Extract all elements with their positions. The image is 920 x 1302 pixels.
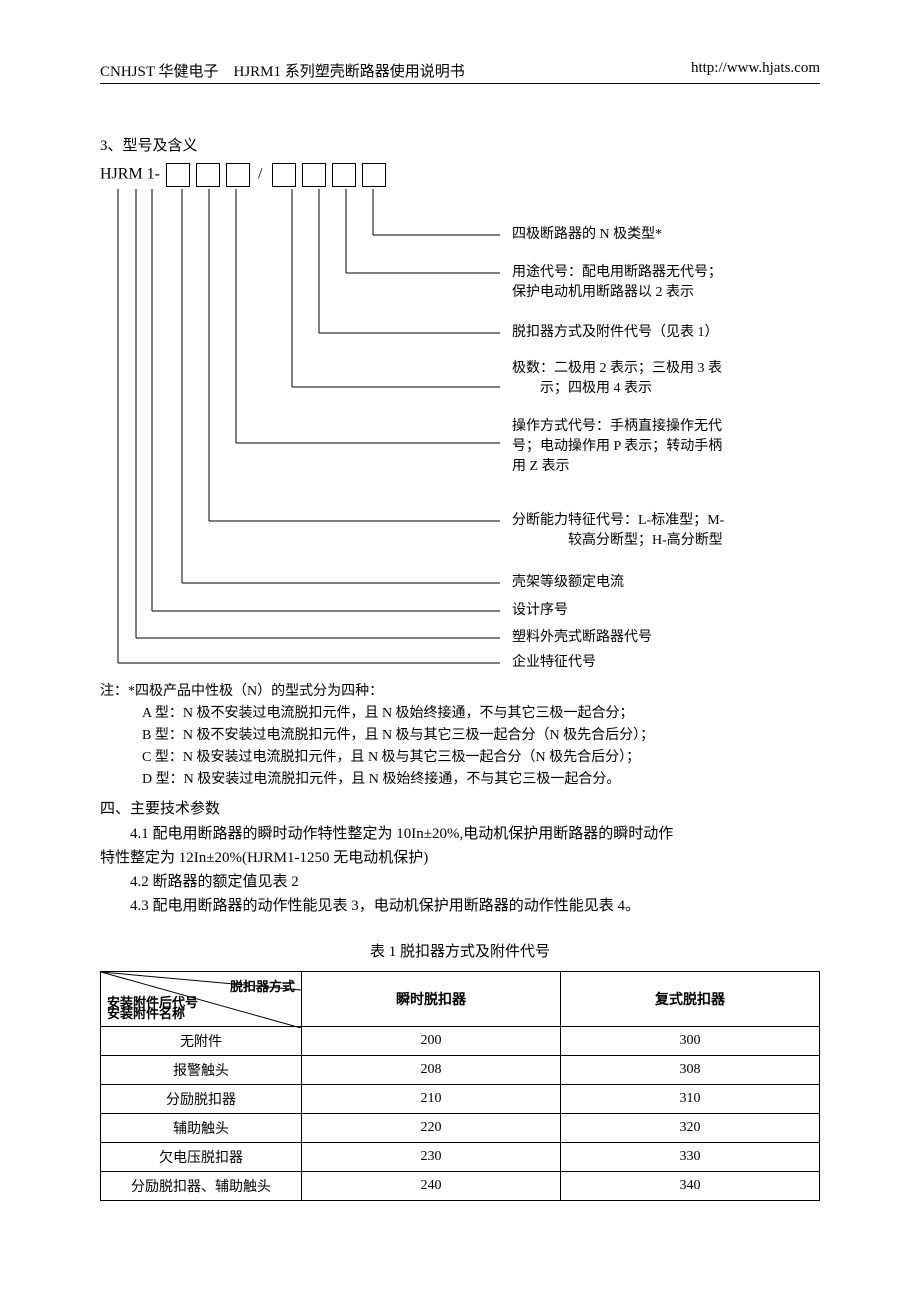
section-4-title: 四、主要技术参数 [100, 797, 820, 818]
note-a: A 型：N 极不安装过电流脱扣元件，且 N 极始终接通，不与其它三极一起合分； [100, 703, 820, 725]
diag-label-9: 塑料外壳式断路器代号 [512, 628, 802, 648]
row-c2: 230 [302, 1143, 561, 1172]
row-c3: 320 [561, 1114, 820, 1143]
section-3-title: 3、型号及含义 [100, 134, 820, 155]
table-row: 欠电压脱扣器 230 330 [101, 1143, 820, 1172]
diag-label-8: 设计序号 [512, 601, 802, 621]
diag-label-1: 四极断路器的 N 极类型* [512, 225, 802, 245]
row-c2: 200 [302, 1027, 561, 1056]
table1-col2: 瞬时脱扣器 [302, 972, 561, 1027]
row-name: 无附件 [101, 1027, 302, 1056]
header-left: CNHJST 华健电子 HJRM1 系列塑壳断路器使用说明书 [100, 60, 465, 81]
note-b: B 型：N 极不安装过电流脱扣元件，且 N 极与其它三极一起合分（N 极先合后分… [100, 725, 820, 747]
row-c3: 308 [561, 1056, 820, 1085]
diag-label-6: 分断能力特征代号：L-标准型；M- 较高分断型；H-高分断型 [512, 511, 802, 551]
note-c: C 型：N 极安装过电流脱扣元件，且 N 极与其它三极一起合分（N 极先合后分）… [100, 747, 820, 769]
note-head: 注：*四极产品中性极（N）的型式分为四种： [100, 681, 820, 703]
diag-label-10: 企业特征代号 [512, 653, 802, 673]
table1-corner: 脱扣器方式 安装附件后代号 安装附件名称 [101, 972, 302, 1027]
table-row: 无附件 200 300 [101, 1027, 820, 1056]
row-c3: 330 [561, 1143, 820, 1172]
row-name: 分励脱扣器、辅助触头 [101, 1172, 302, 1201]
row-name: 分励脱扣器 [101, 1085, 302, 1114]
diag-label-4: 极数：二极用 2 表示；三极用 3 表 示；四极用 4 表示 [512, 359, 802, 399]
header-right: http://www.hjats.com [691, 60, 820, 81]
row-c3: 340 [561, 1172, 820, 1201]
row-name: 欠电压脱扣器 [101, 1143, 302, 1172]
diag-label-3: 脱扣器方式及附件代号（见表 1） [512, 323, 802, 343]
row-c3: 300 [561, 1027, 820, 1056]
page-header: CNHJST 华健电子 HJRM1 系列塑壳断路器使用说明书 http://ww… [100, 60, 820, 84]
para-4-1a: 4.1 配电用断路器的瞬时动作特性整定为 10In±20%,电动机保护用断路器的… [100, 822, 820, 846]
row-c2: 220 [302, 1114, 561, 1143]
para-4-1b: 特性整定为 12In±20%(HJRM1-1250 无电动机保护) [100, 846, 820, 870]
row-name: 辅助触头 [101, 1114, 302, 1143]
table1-title: 表 1 脱扣器方式及附件代号 [100, 940, 820, 961]
table-row: 报警触头 208 308 [101, 1056, 820, 1085]
table1-col3: 复式脱扣器 [561, 972, 820, 1027]
row-c2: 210 [302, 1085, 561, 1114]
model-code-diagram: HJRM 1- / [100, 163, 820, 673]
table-1: 脱扣器方式 安装附件后代号 安装附件名称 瞬时脱扣器 复式脱扣器 无附件 200… [100, 971, 820, 1201]
row-c2: 240 [302, 1172, 561, 1201]
para-4-2: 4.2 断路器的额定值见表 2 [100, 870, 820, 894]
diag-label-2: 用途代号：配电用断路器无代号； 保护电动机用断路器以 2 表示 [512, 263, 802, 303]
row-c2: 208 [302, 1056, 561, 1085]
table-row: 分励脱扣器、辅助触头 240 340 [101, 1172, 820, 1201]
table1-head-tr: 脱扣器方式 [230, 976, 295, 995]
table1-head-bl: 安装附件名称 [107, 1003, 185, 1022]
diag-label-5: 操作方式代号：手柄直接操作无代 号；电动操作用 P 表示；转动手柄 用 Z 表示 [512, 417, 802, 477]
notes-block: 注：*四极产品中性极（N）的型式分为四种： A 型：N 极不安装过电流脱扣元件，… [100, 681, 820, 791]
table-row: 分励脱扣器 210 310 [101, 1085, 820, 1114]
row-c3: 310 [561, 1085, 820, 1114]
row-name: 报警触头 [101, 1056, 302, 1085]
note-d: D 型：N 极安装过电流脱扣元件，且 N 极始终接通，不与其它三极一起合分。 [100, 769, 820, 791]
table-row: 辅助触头 220 320 [101, 1114, 820, 1143]
diag-label-7: 壳架等级额定电流 [512, 573, 802, 593]
para-4-3: 4.3 配电用断路器的动作性能见表 3，电动机保护用断路器的动作性能见表 4。 [100, 894, 820, 918]
